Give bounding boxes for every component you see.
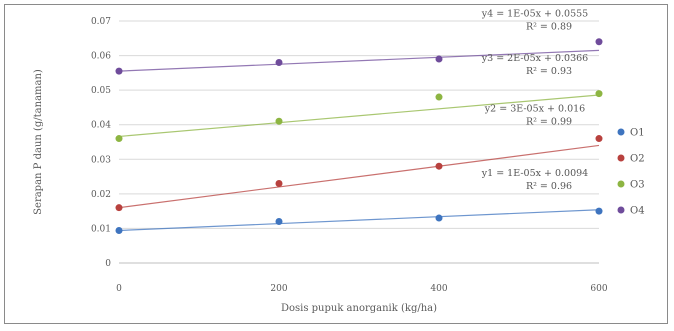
x-tick-label: 0 bbox=[116, 284, 122, 294]
r-squared-label: R² = 0.93 bbox=[526, 66, 572, 77]
data-point-o3 bbox=[595, 90, 603, 98]
data-point-o1 bbox=[595, 207, 603, 215]
legend-label: O4 bbox=[630, 206, 645, 217]
y-tick-label: 0.07 bbox=[91, 17, 111, 27]
chart-frame: 0 0.01 0.02 0.03 0.04 0.05 0.06 0.07 0 200 400 600… bbox=[4, 4, 668, 324]
gridlines bbox=[119, 20, 599, 229]
y-tick-label: 0.01 bbox=[91, 224, 111, 234]
data-point-o2 bbox=[435, 162, 443, 170]
y-axis-title: Serapan P daun (g/tanaman) bbox=[33, 69, 44, 215]
data-point-o3 bbox=[275, 117, 283, 125]
x-axis-title: Dosis pupuk anorganik (kg/ha) bbox=[281, 303, 437, 314]
data-point-o4 bbox=[115, 67, 123, 75]
trendline-o1 bbox=[118, 209, 600, 232]
equation-label: y2 = 3E-05x + 0.016 bbox=[484, 103, 585, 114]
trendlines bbox=[118, 49, 600, 232]
y-tick-label: 0.03 bbox=[91, 155, 111, 165]
data-point-o4 bbox=[435, 55, 443, 63]
legend-marker bbox=[617, 180, 625, 188]
y-tick-label: 0.02 bbox=[91, 190, 111, 200]
trendline-o2 bbox=[118, 144, 600, 209]
data-point-o2 bbox=[275, 179, 283, 187]
legend-label: O2 bbox=[630, 154, 645, 165]
y-tick-label: 0.06 bbox=[91, 52, 111, 62]
data-point-o3 bbox=[115, 135, 123, 143]
legend-marker bbox=[617, 128, 625, 136]
legend-marker bbox=[617, 206, 625, 214]
equation-label: y4 = 1E-05x + 0.0555 bbox=[481, 8, 588, 19]
x-axis-ticks: 0 200 400 600 bbox=[116, 284, 608, 294]
trendline-o3 bbox=[118, 94, 600, 138]
data-point-o1 bbox=[435, 214, 443, 222]
y-axis-ticks: 0 0.01 0.02 0.03 0.04 0.05 0.06 0.07 bbox=[91, 17, 111, 269]
legend-label: O3 bbox=[630, 180, 645, 191]
chart-svg: 0 0.01 0.02 0.03 0.04 0.05 0.06 0.07 0 200 400 600… bbox=[33, 8, 645, 314]
y-tick-label: 0.05 bbox=[91, 86, 111, 96]
legend: O1 O2 O3 O4 bbox=[617, 128, 645, 217]
data-point-o4 bbox=[595, 38, 603, 46]
r-squared-label: R² = 0.99 bbox=[526, 116, 572, 127]
r-squared-label: R² = 0.89 bbox=[526, 21, 572, 32]
data-point-o4 bbox=[275, 58, 283, 66]
data-point-o2 bbox=[115, 204, 123, 212]
data-point-o2 bbox=[595, 135, 603, 143]
legend-label: O1 bbox=[630, 128, 645, 139]
trendline-equations: y1 = 1E-05x + 0.0094 R² = 0.96 y2 = 3E-05x… bbox=[481, 8, 588, 191]
r-squared-label: R² = 0.96 bbox=[526, 181, 572, 192]
equation-label: y3 = 2E-05x + 0.0366 bbox=[481, 53, 588, 64]
trendline-o4 bbox=[118, 49, 600, 72]
x-tick-label: 200 bbox=[270, 284, 287, 294]
data-point-o1 bbox=[275, 218, 283, 226]
equation-label: y1 = 1E-05x + 0.0094 bbox=[481, 168, 588, 179]
y-tick-label: 0.04 bbox=[91, 121, 111, 131]
y-tick-label: 0 bbox=[105, 259, 111, 269]
data-points bbox=[115, 38, 603, 235]
x-tick-label: 400 bbox=[430, 284, 447, 294]
data-point-o3 bbox=[435, 93, 443, 101]
data-point-o1 bbox=[115, 227, 123, 235]
legend-marker bbox=[617, 154, 625, 162]
x-tick-label: 600 bbox=[590, 284, 607, 294]
